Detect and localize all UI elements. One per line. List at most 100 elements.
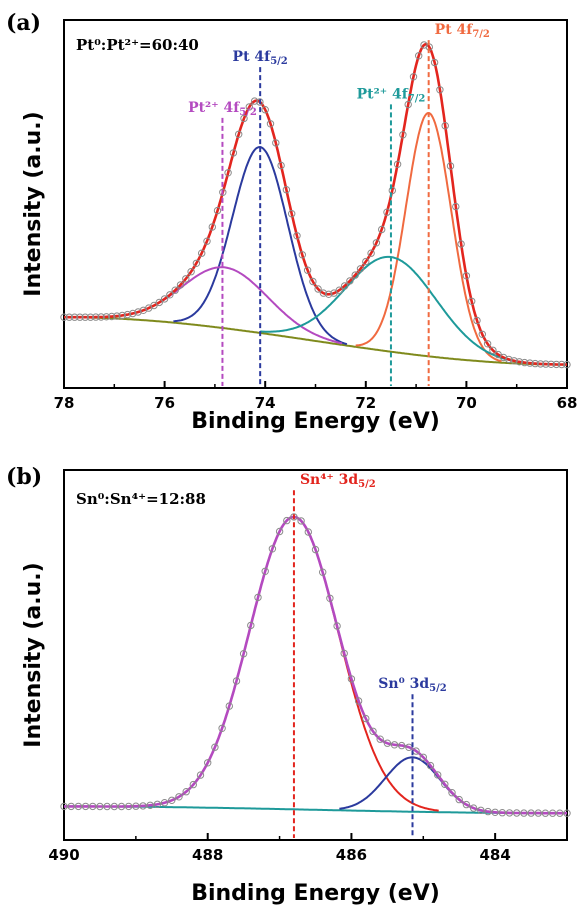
data-point xyxy=(362,257,370,266)
fitted-envelope xyxy=(64,42,567,366)
peak-annotation: Pt 4f7/2 xyxy=(435,22,490,40)
data-point xyxy=(110,802,119,811)
data-point xyxy=(426,761,435,770)
data-point xyxy=(478,330,486,338)
data-point xyxy=(409,73,418,81)
data-point xyxy=(527,809,535,817)
data-point xyxy=(247,621,255,630)
data-point xyxy=(513,809,521,817)
data-point xyxy=(189,780,198,789)
data-point xyxy=(118,311,126,320)
data-point xyxy=(436,86,444,94)
data-point xyxy=(563,360,571,369)
data-point xyxy=(304,528,312,536)
y-axis-label: Intensity (a.u.) xyxy=(21,111,46,296)
data-point xyxy=(235,130,243,139)
x-tick-label: 72 xyxy=(355,394,376,412)
data-point xyxy=(92,313,100,321)
data-point xyxy=(232,677,241,685)
data-point xyxy=(256,98,264,106)
data-point xyxy=(489,346,497,354)
data-point xyxy=(160,799,169,807)
panel-label: (a) xyxy=(6,10,41,36)
data-point xyxy=(473,316,481,325)
ratio-text: Pt⁰:Pt²⁺=60:40 xyxy=(76,36,199,54)
data-point xyxy=(70,313,79,321)
x-tick-label: 68 xyxy=(557,394,577,412)
data-point xyxy=(182,788,190,796)
data-point xyxy=(303,266,312,274)
data-point xyxy=(155,298,164,307)
data-point xyxy=(520,358,529,367)
data-point xyxy=(254,593,262,602)
data-point xyxy=(153,800,162,808)
data-point xyxy=(319,568,327,576)
peak-annotation: Sn⁴⁺ 3d5/2 xyxy=(300,472,376,490)
data-point xyxy=(556,809,564,817)
data-point xyxy=(146,801,154,809)
data-point xyxy=(261,567,269,575)
data-point xyxy=(290,513,298,521)
data-point xyxy=(123,310,132,319)
data-point xyxy=(558,360,566,369)
data-point xyxy=(250,97,259,105)
data-point xyxy=(139,802,147,810)
data-point xyxy=(213,206,222,215)
data-point xyxy=(211,743,219,751)
data-point xyxy=(340,649,348,658)
data-point xyxy=(268,545,277,553)
background-line xyxy=(64,316,567,366)
data-point xyxy=(319,289,328,297)
data-point xyxy=(60,802,68,811)
data-point xyxy=(399,131,407,139)
data-point xyxy=(340,282,349,290)
x-tick-label: 488 xyxy=(192,846,223,864)
data-point xyxy=(455,795,463,804)
data-point xyxy=(67,802,75,811)
data-point xyxy=(60,313,68,321)
data-point xyxy=(175,793,183,801)
panel-label: (b) xyxy=(6,464,42,490)
data-point xyxy=(526,359,534,367)
data-point xyxy=(198,249,206,257)
data-point xyxy=(498,809,506,817)
data-point xyxy=(534,809,542,817)
data-point xyxy=(245,103,254,111)
data-point xyxy=(462,800,471,809)
data-point xyxy=(462,272,471,280)
data-point xyxy=(117,802,126,811)
x-axis-label: Binding Energy (eV) xyxy=(191,881,440,906)
data-point xyxy=(547,360,555,368)
x-axis-label: Binding Energy (eV) xyxy=(191,409,440,434)
data-point xyxy=(484,807,492,816)
data-point xyxy=(510,357,518,365)
x-tick-label: 486 xyxy=(336,846,367,864)
data-point xyxy=(354,697,363,705)
data-point xyxy=(102,313,111,321)
data-point xyxy=(548,809,557,817)
data-point xyxy=(134,308,142,316)
data-point xyxy=(311,545,320,554)
ratio-text: Sn⁰:Sn⁴⁺=12:88 xyxy=(76,490,206,508)
data-point xyxy=(272,139,280,147)
data-point xyxy=(192,259,201,267)
data-point xyxy=(491,808,499,816)
x-tick-label: 70 xyxy=(456,394,477,412)
data-point xyxy=(86,313,95,321)
data-point xyxy=(108,312,116,321)
data-point xyxy=(204,759,212,767)
data-point xyxy=(404,100,412,109)
plot-frame xyxy=(63,469,568,841)
data-point xyxy=(419,753,427,761)
data-point xyxy=(441,122,449,130)
data-point xyxy=(531,359,539,368)
data-point xyxy=(176,281,185,289)
data-point xyxy=(356,265,365,273)
data-point xyxy=(333,622,341,630)
data-point xyxy=(219,188,227,197)
data-point xyxy=(515,358,523,366)
data-point xyxy=(367,249,375,257)
data-point xyxy=(452,202,460,211)
data-point xyxy=(225,702,234,710)
